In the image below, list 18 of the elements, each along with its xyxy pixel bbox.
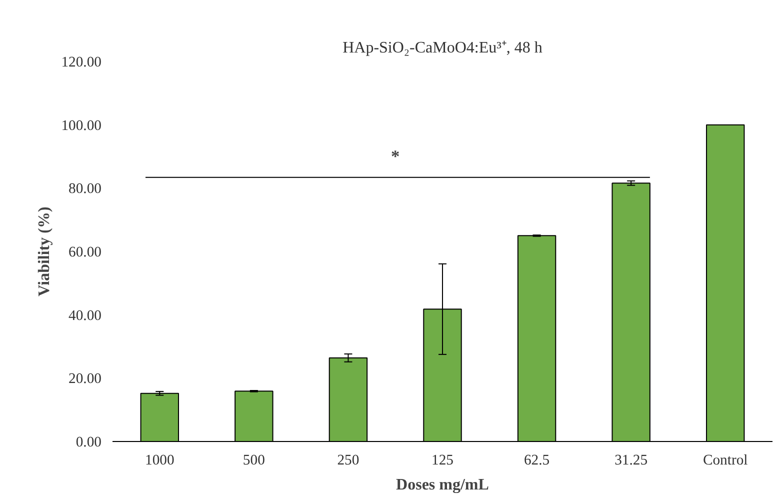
y-tick-label: 40.00: [68, 308, 102, 324]
y-axis-title: Viability (%): [36, 206, 54, 296]
x-tick-label: 62.5: [524, 452, 550, 468]
x-axis-title: Doses mg/mL: [396, 476, 489, 494]
y-tick-label: 60.00: [68, 244, 102, 260]
y-tick-label: 80.00: [68, 181, 102, 198]
x-tick-label: Control: [702, 452, 748, 468]
chart-title: HAp-SiO₂-CaMoO4:Eu³⁺, 48 h: [342, 40, 542, 56]
y-tick-label: 120.00: [61, 54, 102, 70]
y-tick-label: 100.00: [61, 118, 102, 134]
y-tick-label: 0.00: [76, 434, 102, 450]
x-tick-label: 1000: [144, 452, 174, 468]
x-tick-label: 500: [242, 452, 265, 468]
x-tick-label: 125: [432, 452, 454, 468]
annotation: *: [391, 147, 400, 166]
x-tick-label: 250: [337, 452, 360, 468]
x-tick-label: 31.25: [614, 452, 648, 468]
y-tick-label: 20.00: [68, 371, 102, 388]
